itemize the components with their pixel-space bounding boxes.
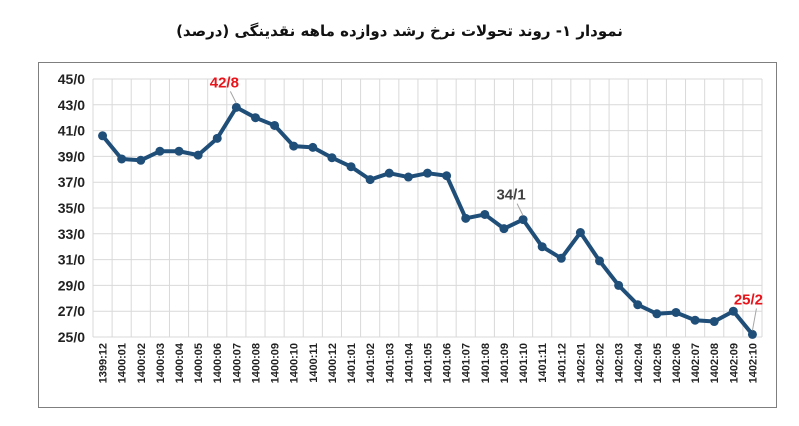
y-tick-label: 37/0 [58, 174, 85, 190]
data-point [423, 168, 432, 178]
data-point [174, 146, 184, 156]
x-tick-label: 1401:05 [423, 343, 435, 383]
data-point [652, 309, 662, 319]
x-tick-label: 1402:08 [709, 343, 721, 383]
data-point [690, 315, 700, 325]
data-point [365, 175, 375, 185]
y-tick-label: 27/0 [58, 303, 85, 319]
chart-title: نمودار ۱- روند تحولات نرخ رشد دوازده ماه… [176, 22, 623, 40]
data-point [633, 300, 643, 310]
y-tick-label: 43/0 [58, 97, 85, 113]
x-tick-label: 1402:01 [575, 343, 587, 383]
x-tick-label: 1400:01 [117, 343, 129, 383]
x-tick-label: 1401:06 [442, 343, 454, 383]
x-tick-label: 1401:02 [365, 343, 377, 383]
x-tick-label: 1400:03 [155, 343, 167, 383]
data-point [480, 209, 490, 219]
y-tick-label: 39/0 [58, 148, 85, 164]
y-tick-label: 31/0 [58, 252, 85, 268]
data-point [193, 150, 203, 160]
y-tick-label: 35/0 [58, 200, 85, 216]
y-tick-label: 33/0 [58, 226, 85, 242]
x-tick-label: 1400:09 [270, 343, 282, 383]
x-tick-label: 1400:11 [308, 343, 320, 383]
x-tick-label: 1400:02 [136, 343, 148, 383]
data-point [117, 154, 127, 164]
data-point [537, 242, 547, 252]
data-label: 25/2 [734, 291, 763, 308]
data-label: 34/1 [496, 187, 525, 204]
x-tick-label: 1402:03 [614, 343, 626, 383]
x-tick-label: 1401:10 [518, 343, 530, 383]
data-point [98, 131, 108, 141]
x-tick-label: 1402:05 [652, 343, 664, 383]
x-tick-label: 1400:07 [231, 343, 243, 383]
x-tick-label: 1401:03 [384, 343, 396, 383]
x-tick-label: 1400:05 [193, 343, 205, 383]
data-point [327, 153, 337, 163]
data-label: 42/8 [210, 74, 239, 91]
x-tick-label: 1401:01 [346, 343, 358, 383]
data-point [384, 168, 394, 178]
data-point [212, 133, 222, 143]
data-point [461, 213, 471, 223]
data-point [346, 162, 356, 172]
x-tick-label: 1399:12 [98, 343, 110, 383]
data-point [709, 317, 719, 327]
data-point [499, 224, 509, 234]
annotation-leader [229, 91, 237, 104]
data-point [575, 228, 585, 238]
y-tick-label: 45/0 [58, 71, 85, 87]
chart-frame [38, 62, 777, 408]
y-tick-label: 41/0 [58, 123, 85, 139]
x-tick-label: 1401:04 [403, 342, 415, 383]
data-point [289, 141, 299, 151]
x-tick-label: 1400:12 [327, 343, 339, 383]
data-point [518, 215, 528, 225]
x-tick-label: 1400:08 [250, 343, 262, 383]
x-tick-label: 1400:10 [289, 343, 301, 383]
data-point [614, 280, 624, 290]
annotation-leader [516, 203, 524, 216]
y-tick-label: 25/0 [58, 329, 85, 345]
x-tick-label: 1402:10 [747, 343, 759, 383]
data-point [308, 142, 318, 152]
y-tick-label: 29/0 [58, 277, 85, 293]
x-tick-label: 1400:06 [212, 343, 224, 383]
data-point [270, 120, 280, 130]
x-tick-label: 1402:04 [633, 342, 645, 383]
data-point [671, 307, 681, 317]
data-line [101, 105, 754, 336]
data-point [136, 155, 146, 165]
x-tick-label: 1402:07 [690, 343, 702, 383]
x-tick-label: 1400:04 [174, 342, 186, 383]
data-point [155, 146, 165, 156]
data-point [556, 253, 566, 263]
x-tick-label: 1401:07 [461, 343, 473, 383]
data-point [442, 171, 452, 181]
data-point [403, 172, 413, 182]
x-tick-label: 1402:02 [595, 343, 607, 383]
x-tick-label: 1402:09 [728, 343, 740, 383]
data-point [595, 256, 605, 266]
x-tick-label: 1402:06 [671, 343, 683, 383]
data-point [747, 329, 757, 339]
x-tick-label: 1401:08 [480, 343, 492, 383]
data-point [728, 306, 738, 316]
data-point [231, 102, 241, 112]
x-tick-label: 1401:09 [499, 343, 511, 383]
data-point [250, 113, 260, 123]
x-tick-label: 1401:11 [537, 343, 549, 383]
annotation-leader [751, 308, 757, 331]
x-tick-label: 1401:12 [556, 343, 568, 383]
